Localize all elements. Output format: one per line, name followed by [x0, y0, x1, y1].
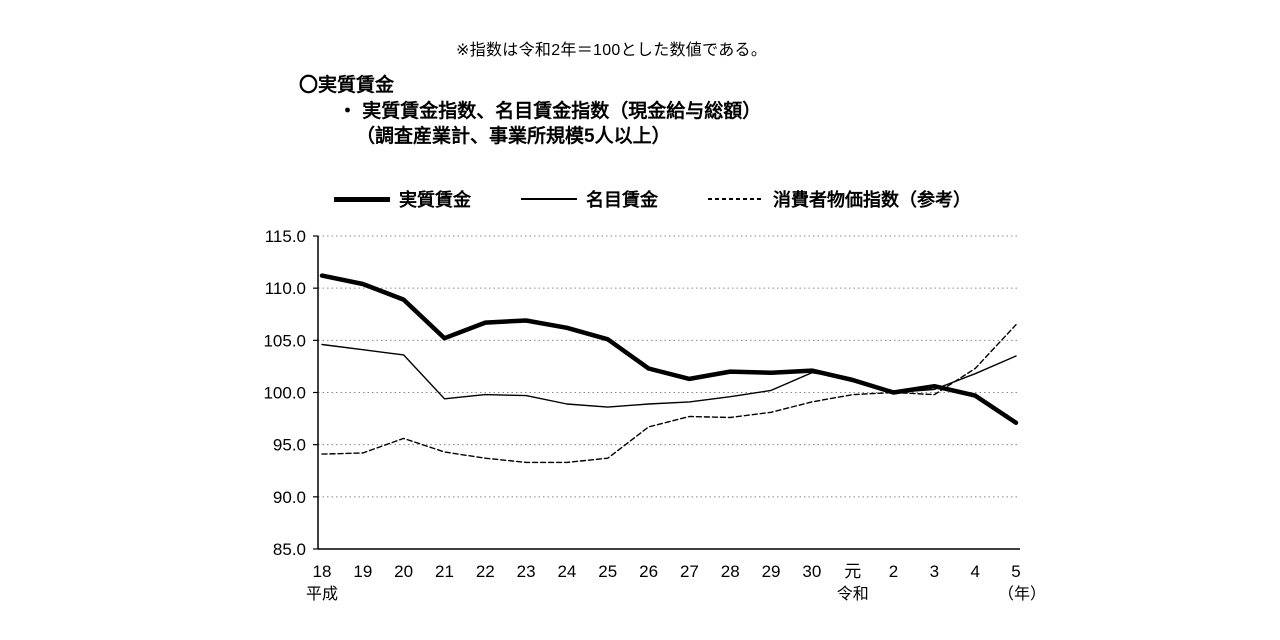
y-axis-label: 90.0	[273, 488, 306, 507]
x-axis-label: 5	[1011, 562, 1020, 581]
thick-solid-line-icon	[334, 196, 390, 202]
chart-heading: 〇実質賃金	[299, 75, 395, 96]
x-axis-label: 27	[680, 562, 699, 581]
x-axis-label: 元	[844, 562, 861, 581]
x-axis-label: 26	[639, 562, 658, 581]
x-axis-label: 2	[889, 562, 898, 581]
x-axis-label: 30	[802, 562, 821, 581]
legend-item-real-wage: 実質賃金	[334, 186, 471, 212]
x-axis-label: 19	[353, 562, 372, 581]
x-axis-label: 25	[598, 562, 617, 581]
legend-label-real-wage: 実質賃金	[399, 190, 471, 210]
y-axis-label: 105.0	[263, 331, 306, 350]
dashed-line-icon	[708, 198, 764, 200]
y-axis-label: 95.0	[273, 436, 306, 455]
chart-subtitle-line1: ・ 実質賃金指数、名目賃金指数（現金給与総額）	[338, 101, 762, 122]
legend-item-nominal-wage: 名目賃金	[521, 186, 658, 212]
index-base-note: ※指数は令和2年＝100とした数値である。	[456, 42, 768, 59]
y-axis-label: 100.0	[263, 384, 306, 403]
y-axis-label: 110.0	[265, 279, 306, 298]
legend-item-cpi: 消費者物価指数（参考）	[708, 186, 971, 212]
era-label: 令和	[837, 585, 869, 603]
x-axis-label: 3	[930, 562, 939, 581]
x-axis-label: 28	[721, 562, 740, 581]
x-axis-unit-label: （年）	[998, 585, 1046, 603]
x-axis-label: 20	[394, 562, 413, 581]
x-axis-label: 23	[517, 562, 536, 581]
x-axis-label: 29	[762, 562, 781, 581]
legend-label-nominal-wage: 名目賃金	[586, 190, 658, 210]
era-label: 平成	[306, 585, 338, 603]
y-axis-label: 85.0	[273, 540, 306, 559]
legend-label-cpi: 消費者物価指数（参考）	[773, 190, 971, 210]
y-axis-label: 115.0	[265, 227, 306, 246]
series-nominal-wage-line	[321, 343, 1017, 408]
x-axis-label: 24	[557, 562, 576, 581]
chart-subtitle-line2: （調査産業計、事業所規模5人以上）	[356, 126, 671, 147]
chart-legend: 実質賃金 名目賃金 消費者物価指数（参考）	[334, 186, 971, 212]
x-axis-label: 18	[313, 562, 332, 581]
x-axis-label: 22	[476, 562, 495, 581]
series-cpi-line	[321, 324, 1017, 464]
x-axis-label: 21	[435, 562, 454, 581]
thin-solid-line-icon	[521, 198, 577, 200]
x-axis-label: 4	[970, 562, 979, 581]
series-real-wage-line	[319, 273, 1019, 426]
